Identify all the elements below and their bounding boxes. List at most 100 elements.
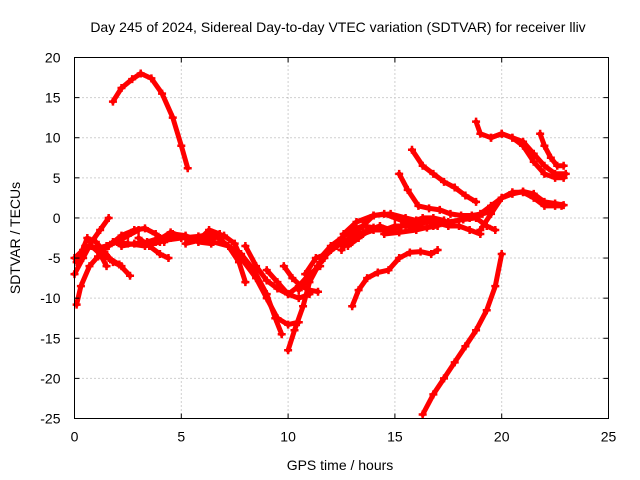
data-point-marker — [108, 258, 117, 267]
data-point-marker — [117, 83, 126, 92]
data-point-marker — [155, 250, 164, 259]
data-point-marker — [305, 274, 314, 283]
series-line — [477, 189, 567, 233]
x-tick-label: 10 — [280, 429, 296, 445]
data-point-marker — [252, 262, 261, 271]
data-point-marker — [551, 169, 560, 178]
data-point-marker — [108, 97, 117, 106]
y-tick-label: -20 — [40, 370, 60, 386]
data-point-marker — [326, 242, 335, 251]
y-tick-label: -10 — [40, 290, 60, 306]
plot-frame — [74, 57, 609, 419]
data-point-marker — [271, 314, 280, 323]
data-point-marker — [96, 225, 105, 234]
data-point-marker — [373, 268, 382, 277]
data-point-marker — [403, 185, 412, 194]
y-tick-label: 15 — [45, 90, 61, 106]
x-tick-label: 5 — [177, 429, 185, 445]
data-point-marker — [519, 137, 528, 146]
data-point-marker — [130, 225, 139, 234]
data-point-marker — [395, 254, 404, 263]
data-point-marker — [76, 282, 85, 291]
data-point-marker — [551, 199, 560, 208]
data-point-marker — [145, 242, 154, 251]
data-point-marker — [418, 161, 427, 170]
series-line — [210, 239, 302, 328]
data-point-marker — [177, 141, 186, 150]
data-point-marker — [559, 161, 568, 170]
data-point-marker — [164, 254, 173, 263]
data-point-marker — [337, 246, 346, 255]
data-point-marker — [100, 247, 109, 256]
series-arc-13 — [181, 225, 224, 248]
data-point-marker — [363, 274, 372, 283]
data-point-marker — [262, 290, 271, 299]
series-arc-29 — [348, 246, 442, 311]
data-point-marker — [230, 239, 239, 248]
y-tick-label: 10 — [45, 130, 61, 146]
data-point-marker — [177, 234, 186, 242]
data-point-marker — [76, 250, 85, 259]
data-point-marker — [390, 221, 399, 230]
x-tick-label: 20 — [494, 429, 510, 445]
data-point-marker — [294, 286, 303, 295]
data-point-marker — [540, 169, 549, 178]
data-point-marker — [215, 229, 224, 238]
data-point-marker — [284, 290, 293, 299]
data-point-marker — [241, 242, 250, 251]
data-point-marker — [299, 302, 308, 311]
series-arc-37 — [418, 250, 506, 419]
data-point-marker — [491, 225, 500, 234]
data-point-marker — [429, 390, 438, 399]
y-tick-label: -5 — [48, 250, 61, 266]
data-point-marker — [183, 164, 192, 173]
data-point-marker — [117, 231, 126, 240]
series-arc-1 — [108, 69, 192, 173]
data-point-marker — [386, 209, 395, 218]
data-point-marker — [472, 197, 481, 206]
data-point-marker — [440, 177, 449, 186]
data-point-marker — [461, 342, 470, 351]
series-line — [183, 227, 223, 247]
data-point-marker — [104, 242, 113, 251]
data-point-marker — [395, 169, 404, 178]
data-point-marker — [546, 153, 555, 162]
data-point-marker — [369, 225, 378, 234]
data-point-marker — [465, 225, 474, 234]
data-point-marker — [168, 113, 177, 122]
data-point-marker — [540, 197, 549, 206]
data-point-marker — [384, 266, 393, 275]
data-point-marker — [288, 274, 297, 283]
data-point-marker — [416, 247, 425, 256]
data-point-marker — [241, 278, 250, 287]
y-tick-label: 20 — [45, 50, 61, 66]
data-point-marker — [117, 242, 126, 251]
series-arc-35 — [536, 129, 568, 170]
data-point-marker — [476, 209, 485, 218]
y-axis-title: SDTVAR / TECUs — [7, 182, 23, 294]
data-point-marker — [83, 234, 92, 242]
data-point-marker — [151, 229, 160, 238]
data-point-marker — [433, 246, 442, 255]
data-point-marker — [104, 213, 113, 222]
data-point-marker — [444, 221, 453, 230]
data-point-marker — [487, 209, 496, 218]
series-arc-10 — [134, 234, 173, 263]
series-arc-14 — [209, 238, 303, 329]
data-point-marker — [440, 374, 449, 383]
data-point-marker — [151, 238, 160, 247]
data-point-marker — [348, 229, 357, 238]
y-tick-label: 5 — [53, 170, 61, 186]
data-point-marker — [497, 250, 506, 259]
data-point-marker — [461, 191, 470, 200]
data-point-marker — [401, 221, 410, 230]
data-point-marker — [457, 211, 466, 220]
data-point-marker — [435, 205, 444, 214]
data-point-marker — [401, 213, 410, 222]
data-point-marker — [472, 326, 481, 335]
data-point-marker — [450, 358, 459, 367]
data-point-marker — [108, 238, 117, 247]
data-point-marker — [358, 229, 367, 238]
data-point-marker — [358, 221, 367, 230]
